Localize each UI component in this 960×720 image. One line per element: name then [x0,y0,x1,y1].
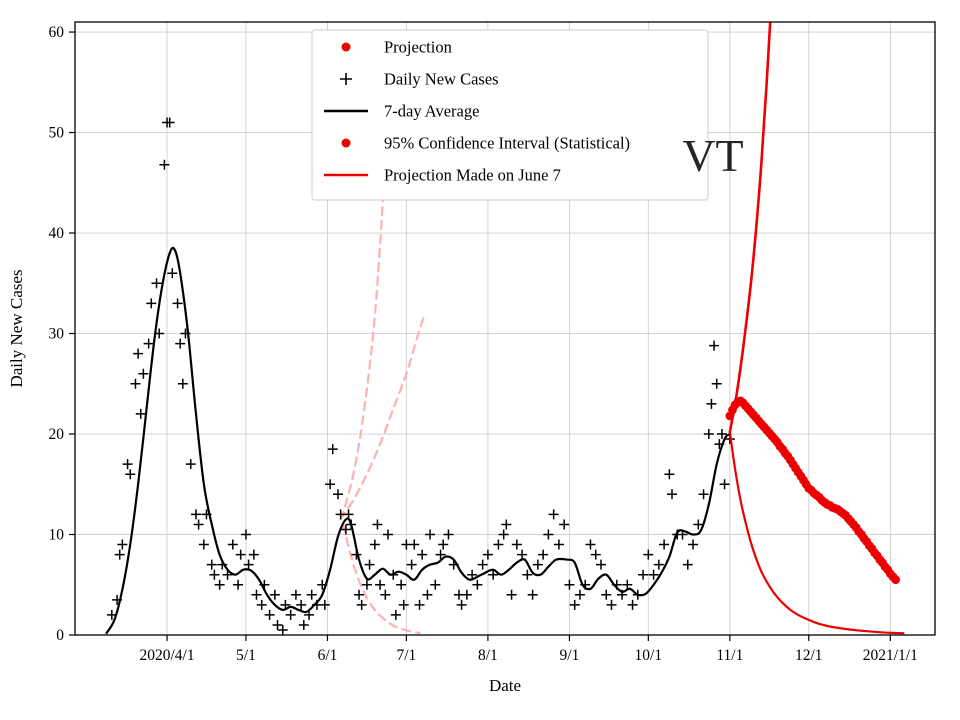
legend-box [311,29,709,201]
legend-label: 7-day Average [384,102,479,121]
x-tick-label: 9/1 [560,647,580,664]
y-tick-label: 10 [49,527,65,544]
axes-spines [74,21,936,636]
series-ci-upper [728,22,772,434]
legend-marker-dot [341,42,351,52]
x-tick-label: 2020/4/1 [139,647,194,664]
series-projection [725,396,900,585]
x-tick-label: 12/1 [795,647,823,664]
y-tick-label: 50 [49,125,65,142]
series-seven-day-average [105,246,731,635]
legend-marker-plus [340,73,352,85]
series-june7-projection-mid [339,312,426,521]
legend-label: Projection Made on June 7 [384,166,561,185]
series-ci-lower [728,430,905,635]
series-daily-new-cases [106,117,735,635]
y-tick-label: 60 [49,24,65,41]
legend-marker-dot [341,138,351,148]
legend-label: 95% Confidence Interval (Statistical) [384,134,630,153]
y-axis-label: Daily New Cases [7,269,26,387]
y-tick-label: 0 [56,627,64,644]
series-june7-projection-lower [342,523,421,635]
ticks [69,31,891,641]
x-tick-label: 8/1 [478,647,498,664]
legend-label: Daily New Cases [384,70,499,89]
projection-dot [891,575,900,585]
tick-labels: 2020/4/1 5/1 6/1 7/1 8/1 9/1 10/1 11/1 12/1 2021/… [49,24,918,664]
x-tick-label: 7/1 [396,647,416,664]
legend-label: Projection [384,38,452,57]
legend: Projection Daily New Cases 7-day Average 95… [311,29,709,201]
x-tick-label: 2021/1/1 [863,647,918,664]
x-tick-label: 5/1 [236,647,256,664]
y-tick-label: 40 [49,225,65,242]
x-tick-label: 6/1 [318,647,338,664]
x-tick-label: 11/1 [716,647,743,664]
y-tick-label: 20 [49,426,65,443]
watermark: VT [682,130,743,181]
x-axis-label: Date [489,676,521,695]
y-tick-label: 30 [49,326,65,343]
x-tick-label: 10/1 [635,647,663,664]
